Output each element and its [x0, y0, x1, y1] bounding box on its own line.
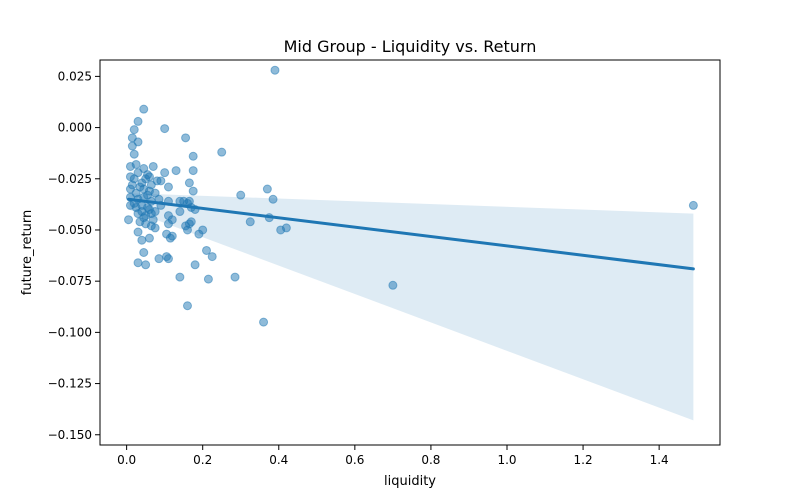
scatter-point [175, 207, 185, 217]
plot-frame [99, 59, 721, 446]
scatter-point [144, 172, 154, 182]
scatter-point [163, 219, 173, 229]
scatter-point [125, 184, 135, 194]
y-tick-label: −0.100 [48, 325, 92, 339]
scatter-point [165, 233, 175, 243]
x-tick-label: 0.2 [193, 453, 212, 467]
y-tick-label: −0.075 [48, 274, 92, 288]
scatter-point [190, 260, 200, 270]
y-tick-label: 0.000 [58, 121, 92, 135]
regression-line-layer [127, 197, 695, 271]
y-tick-label: −0.150 [48, 428, 92, 442]
confidence-band-layer [128, 193, 694, 421]
scatter-point [137, 235, 147, 245]
scatter-point [181, 133, 191, 143]
x-tick-label: 0.4 [269, 453, 288, 467]
scatter-point [245, 217, 255, 227]
scatter-point [188, 186, 198, 196]
scatter-point [139, 248, 149, 257]
y-axis-ticks: 0.025 0.000 −0.025 −0.050 −0.075 −0.100 −0.125… [48, 69, 100, 442]
x-tick-label: 1.4 [650, 453, 669, 467]
confidence-band [128, 193, 694, 421]
scatter-point [194, 229, 204, 239]
x-axis-ticks: 0.0 0.2 0.4 0.6 0.8 1.0 1.2 1.4 [117, 445, 669, 467]
scatter-point [163, 254, 173, 264]
scatter-point [148, 161, 158, 171]
scatter-point [230, 272, 240, 282]
scatter-point [139, 104, 149, 114]
scatter-point [150, 223, 160, 233]
scatter-point [188, 166, 198, 176]
scatter-point [388, 280, 398, 290]
x-tick-label: 0.8 [421, 453, 440, 467]
scatter-point [270, 65, 280, 75]
scatter-point [129, 125, 139, 135]
scatter-point [688, 200, 698, 210]
scatter-point [141, 260, 151, 270]
scatter-point [182, 225, 192, 235]
scatter-point [259, 317, 269, 327]
x-tick-label: 1.2 [574, 453, 593, 467]
x-tick-label: 0.6 [345, 453, 364, 467]
scatter-point [262, 184, 272, 194]
scatter-point [131, 159, 141, 169]
scatter-point [217, 147, 227, 157]
scatter-point [160, 168, 170, 178]
scatter-point [154, 254, 164, 264]
scatter-point [133, 227, 143, 237]
scatter-point [124, 215, 134, 225]
scatter-point [129, 149, 139, 159]
x-tick-label: 1.0 [497, 453, 516, 467]
scatter-point [207, 252, 217, 262]
scatter-point [184, 178, 194, 188]
scatter-point [268, 194, 278, 204]
scatter-point [133, 116, 143, 126]
scatter-point [160, 124, 170, 134]
scatter-point [202, 245, 212, 255]
y-axis-label: future_return [20, 210, 35, 295]
scatter-point [144, 233, 154, 243]
scatter-point [133, 258, 143, 268]
y-tick-label: −0.125 [48, 377, 92, 391]
scatter-point [127, 141, 137, 151]
scatter-point [175, 272, 185, 282]
scatter-point [156, 176, 166, 186]
scatter-point [203, 274, 213, 284]
x-axis-label: liquidity [384, 474, 436, 489]
scatter-point [163, 182, 173, 192]
y-tick-label: 0.025 [58, 69, 92, 83]
chart-title: Mid Group - Liquidity vs. Return [284, 37, 537, 56]
x-tick-label: 0.0 [117, 453, 136, 467]
scatter-point [236, 190, 246, 200]
scatter-point [276, 225, 286, 235]
regression-line [127, 197, 695, 271]
y-tick-label: −0.025 [48, 172, 92, 186]
scatter-point [171, 166, 181, 176]
scatter-point [182, 301, 192, 311]
y-tick-label: −0.050 [48, 223, 92, 237]
scatter-point [188, 151, 198, 161]
